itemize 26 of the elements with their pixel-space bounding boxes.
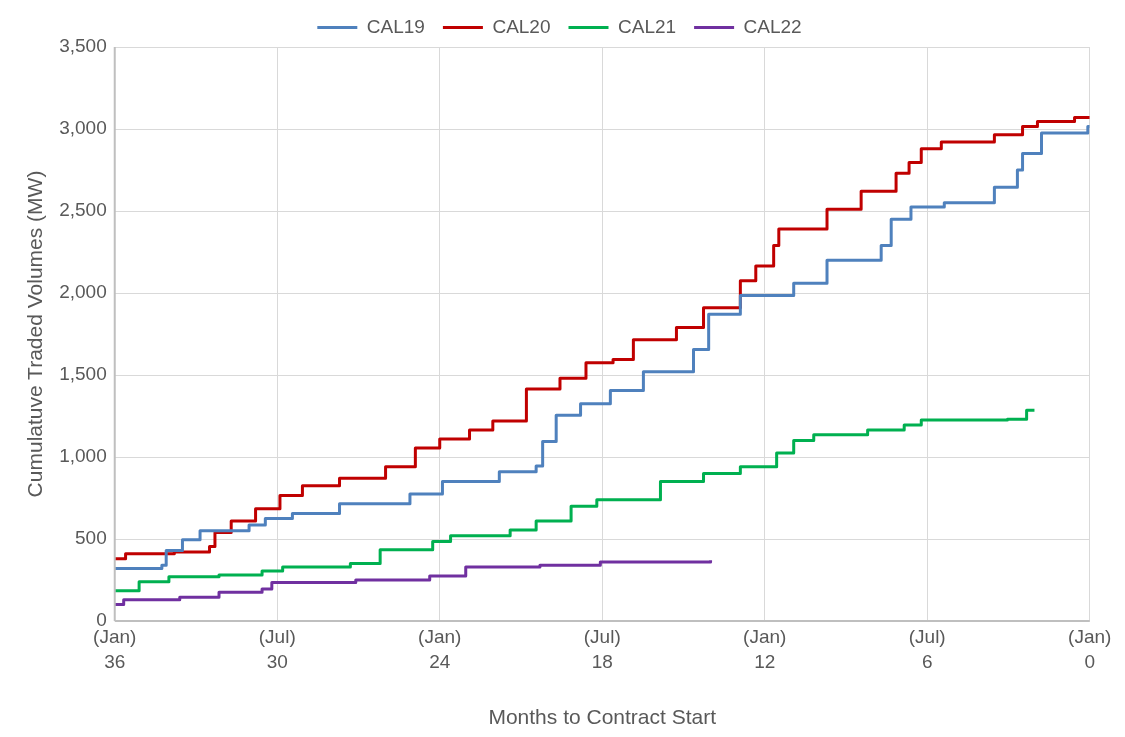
y-tick-label: 1,000 <box>59 445 107 467</box>
x-tick-label: 24 <box>429 650 451 672</box>
x-tick-label: 0 <box>1084 650 1096 672</box>
x-axis-title: Months to Contract Start <box>488 705 717 729</box>
text: (Jul) <box>583 625 621 647</box>
y-axis-title: Cumulatuve Traded Volumes (MW) <box>23 170 47 498</box>
y-tick-label: 2,000 <box>59 281 107 303</box>
legend-label: CAL22 <box>743 15 802 37</box>
legend-label: CAL19 <box>366 15 425 37</box>
legend-label: CAL21 <box>618 15 677 37</box>
y-tick-label: 3,500 <box>59 35 107 57</box>
legend-label: CAL20 <box>492 15 551 37</box>
text: (Jan) <box>743 625 787 647</box>
x-tick-label: 18 <box>591 650 613 672</box>
text: (Jul) <box>908 625 946 647</box>
y-tick-label: 2,500 <box>59 199 107 221</box>
x-tick-label: 36 <box>104 650 126 672</box>
text: (Jul) <box>258 625 296 647</box>
x-tick-label: 30 <box>266 650 288 672</box>
y-tick-label: 500 <box>75 527 107 549</box>
y-tick-label: 1,500 <box>59 363 107 385</box>
x-tick-label: 12 <box>754 650 776 672</box>
y-tick-label: 3,000 <box>59 117 107 139</box>
x-tick-label: 6 <box>921 650 933 672</box>
text: (Jan) <box>1068 625 1112 647</box>
text: (Jan) <box>418 625 462 647</box>
